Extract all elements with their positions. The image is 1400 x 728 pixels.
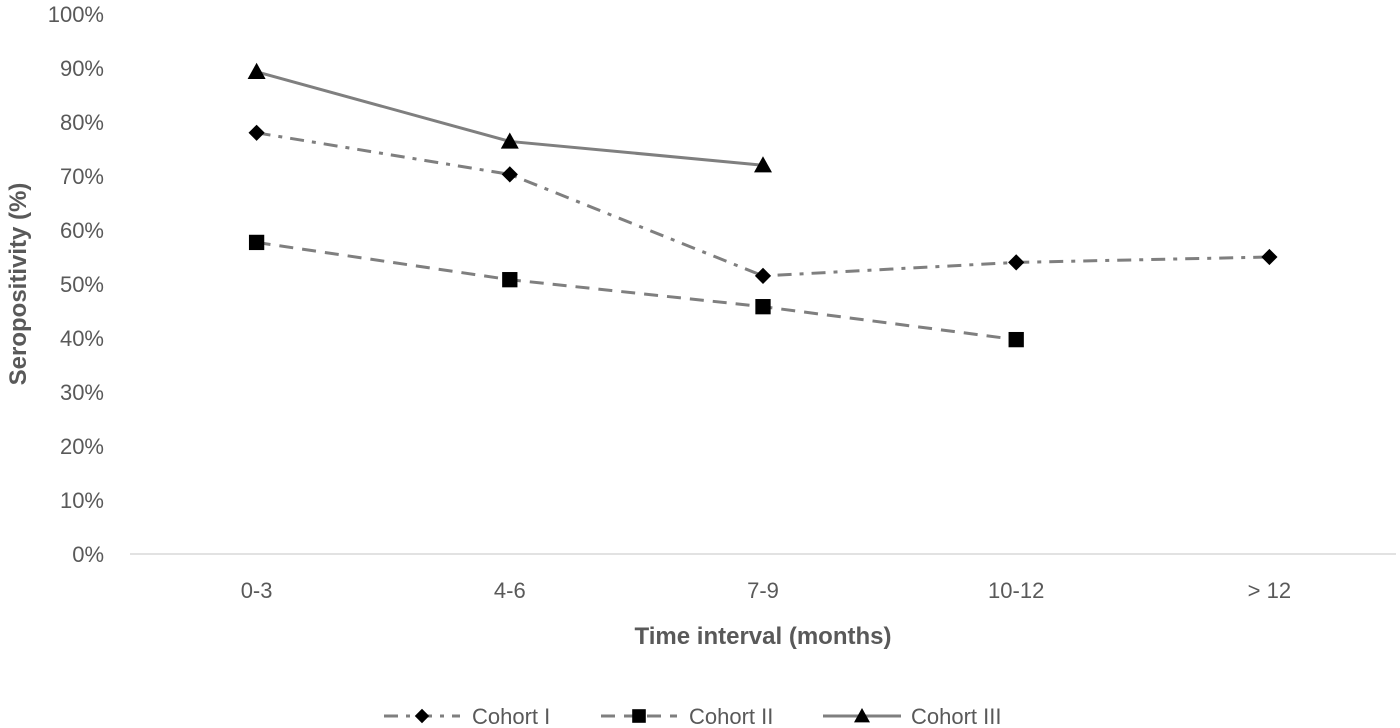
x-tick-label: 10-12 <box>988 578 1044 603</box>
cohort-i-line <box>256 131 1270 278</box>
y-tick-label: 10% <box>60 488 104 513</box>
legend-cohort-i-marker <box>414 708 430 724</box>
cohort-iii-point <box>247 62 266 79</box>
y-tick-label: 70% <box>60 164 104 189</box>
cohort-ii-point <box>502 272 518 288</box>
cohort-ii-point <box>755 299 771 315</box>
cohort-i-point <box>501 166 518 183</box>
cohort-i-point <box>1008 254 1025 271</box>
x-tick-label: 4-6 <box>494 578 526 603</box>
y-tick-label: 90% <box>60 56 104 81</box>
legend: Cohort I Cohort II Cohort III <box>384 704 1001 728</box>
x-tick-label: 0-3 <box>241 578 273 603</box>
cohort-i-point <box>1261 248 1278 266</box>
cohort-ii-point <box>1008 331 1024 348</box>
legend-cohort-ii-marker <box>632 709 646 723</box>
y-tick-label: 40% <box>60 326 104 351</box>
cohort-i-point <box>754 267 772 284</box>
y-axis-title: Seropositivity (%) <box>5 183 32 386</box>
y-tick-label: 30% <box>60 380 104 405</box>
series-markers <box>247 62 1278 348</box>
y-tick-label: 60% <box>60 218 104 243</box>
cohort-i-point <box>248 124 265 141</box>
y-tick-label: 50% <box>60 272 104 297</box>
legend-cohort-ii-label: Cohort II <box>689 704 773 728</box>
legend-cohort-i-label: Cohort I <box>472 704 550 728</box>
y-tick-label: 20% <box>60 434 104 459</box>
legend-cohort-iii-label: Cohort III <box>911 704 1001 728</box>
cohort-iii-line <box>256 70 764 167</box>
x-axis-title: Time interval (months) <box>635 623 892 650</box>
cohort-iii-point <box>754 156 772 173</box>
cohort-ii-point <box>248 234 265 251</box>
y-axis-ticks: 0% 10% 20% 30% 40% 50% 60% 70% 80% 90% 100% <box>48 2 104 567</box>
legend-cohort-iii-marker <box>854 708 870 723</box>
x-tick-label: > 12 <box>1248 578 1291 603</box>
y-tick-label: 80% <box>60 110 104 135</box>
y-tick-label: 100% <box>48 2 104 27</box>
cohort-ii-line <box>256 240 1017 342</box>
cohort-iii-point <box>500 132 519 149</box>
y-tick-label: 0% <box>72 542 104 567</box>
x-tick-label: 7-9 <box>747 578 779 603</box>
x-axis-ticks: 0-3 4-6 7-9 10-12 > 12 <box>241 578 1291 603</box>
